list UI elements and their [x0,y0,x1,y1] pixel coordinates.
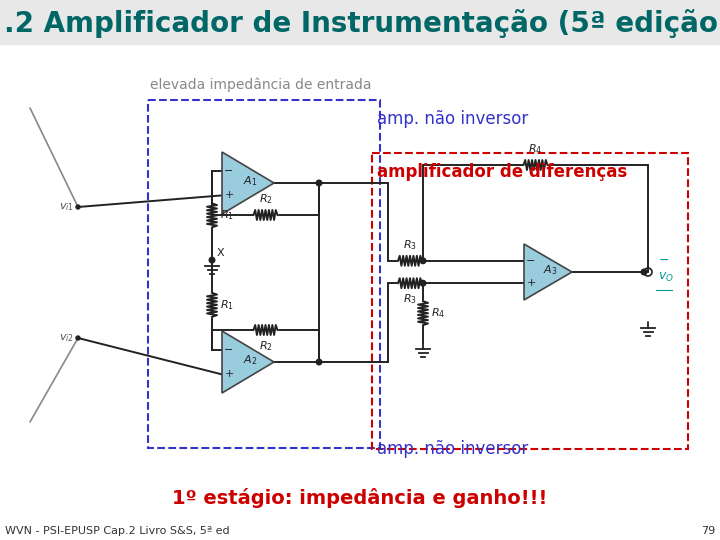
Text: $R_1$: $R_1$ [220,208,234,222]
Text: amp. não inversor: amp. não inversor [377,440,528,458]
Text: $R_2$: $R_2$ [258,192,272,206]
Text: $R_1$: $R_1$ [220,298,234,312]
Polygon shape [524,244,572,300]
Text: elevada impedância de entrada: elevada impedância de entrada [150,78,372,92]
Circle shape [210,257,215,263]
Bar [0,0,720,44]
Text: WVN - PSI-EPUSP Cap.2 Livro S&S, 5ª ed: WVN - PSI-EPUSP Cap.2 Livro S&S, 5ª ed [5,526,230,536]
Circle shape [316,359,322,365]
Text: +: + [526,278,536,288]
Circle shape [76,336,80,340]
Text: 1º estágio: impedância e ganho!!!: 1º estágio: impedância e ganho!!! [172,488,548,508]
Circle shape [420,258,426,264]
Circle shape [76,205,80,209]
Circle shape [316,180,322,186]
Text: −: − [526,256,536,266]
Bar [372,153,688,449]
Text: −: − [225,345,234,355]
Polygon shape [222,331,274,393]
Text: amp. não inversor: amp. não inversor [377,110,528,128]
Text: −: − [225,166,234,176]
Text: $R_4$: $R_4$ [431,306,445,320]
Text: $R_3$: $R_3$ [403,238,417,252]
Text: $A_3$: $A_3$ [543,263,557,277]
Text: .2 Amplificador de Instrumentação (5ª edição: .2 Amplificador de Instrumentação (5ª ed… [4,9,718,38]
Circle shape [642,269,647,275]
Text: $v_O$: $v_O$ [658,271,674,284]
Polygon shape [222,152,274,214]
Text: amplificador de diferenças: amplificador de diferenças [377,163,627,181]
Text: $A_2$: $A_2$ [243,353,257,367]
Text: $R_4$: $R_4$ [528,142,543,156]
Text: $R_3$: $R_3$ [403,292,417,306]
Text: +: + [225,191,234,200]
Text: −: − [659,253,670,267]
Bar [148,100,380,448]
Text: $v_{i1}$: $v_{i1}$ [59,201,74,213]
Text: $v_{i2}$: $v_{i2}$ [59,332,74,344]
Text: $R_2$: $R_2$ [258,339,272,353]
Text: $A_1$: $A_1$ [243,174,257,188]
Text: +: + [225,369,234,380]
Circle shape [420,280,426,286]
Text: X: X [217,248,225,258]
Text: 79: 79 [701,526,715,536]
